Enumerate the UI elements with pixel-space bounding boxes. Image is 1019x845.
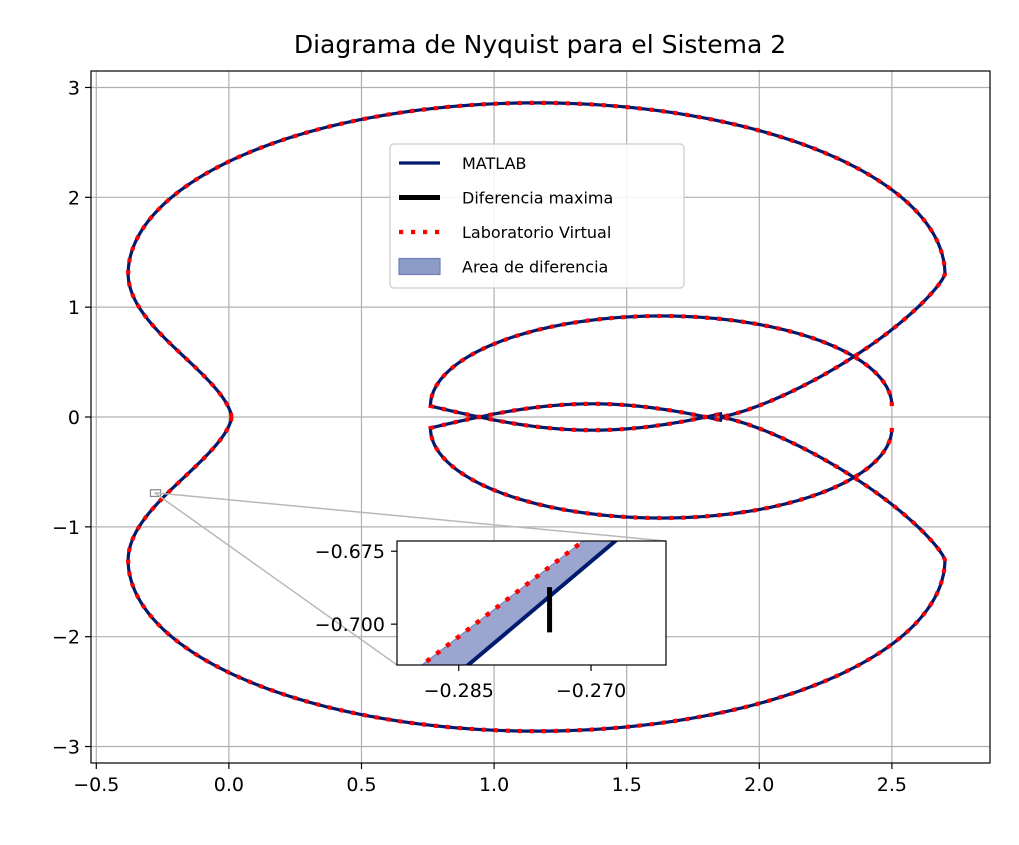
x-tick-label: −0.5 [73,774,119,796]
inset-matlab-line [465,541,619,665]
x-tick-label: 1.0 [479,774,509,796]
inset-frame [396,540,667,666]
y-tick-label: 3 [68,77,80,99]
inset-laboratorio-virtual-line [418,541,587,665]
y-tick-label: −2 [52,627,80,649]
inset-y-tick-label: −0.675 [315,541,385,563]
legend-label-matlab: MATLAB [462,154,526,173]
legend-box [389,143,685,289]
x-tick-label: 0.5 [346,774,376,796]
inset-x-tick-label: −0.270 [556,680,626,702]
inset-connectors [154,492,667,666]
y-tick-label: 1 [68,297,80,319]
axis-ticks: −0.5 0.0 0.5 1.0 1.5 2.0 2.5 3 2 1 0 −1 −2 −3 [52,77,907,796]
inset-y-tick-label: −0.700 [315,614,385,636]
inset-zoom: −0.285 −0.270 −0.675 −0.700 [315,540,667,702]
legend-handle-area-de-diferencia [398,257,441,276]
connector-bottom [154,492,398,666]
plot-area [126,100,948,734]
inset-x-tick-label: −0.285 [424,680,494,702]
series-laboratorio-virtual-line [126,414,948,734]
legend-label-area-de-diferencia: Area de diferencia [462,258,608,277]
y-tick-label: −3 [52,737,80,759]
series-laboratorio-virtual-line [428,313,894,433]
chart-title: Diagrama de Nyquist para el Sistema 2 [294,30,786,59]
y-tick-label: −1 [52,517,80,539]
connector-top [154,492,667,542]
series-laboratorio-virtual-line [428,401,894,521]
x-tick-label: 2.0 [744,774,774,796]
legend-label-laboratorio-virtual: Laboratorio Virtual [462,223,611,242]
legend: MATLAB Diferencia maxima Laboratorio Virtu… [389,143,685,289]
y-tick-label: 0 [68,407,80,429]
x-tick-label: 0.0 [214,774,244,796]
difference-area [421,541,617,665]
inset-plot [418,541,619,665]
series-laboratorio-virtual-line [126,100,948,420]
y-tick-label: 2 [68,187,80,209]
x-tick-label: 1.5 [612,774,642,796]
legend-label-diferencia-maxima: Diferencia maxima [462,189,613,208]
x-tick-label: 2.5 [877,774,907,796]
